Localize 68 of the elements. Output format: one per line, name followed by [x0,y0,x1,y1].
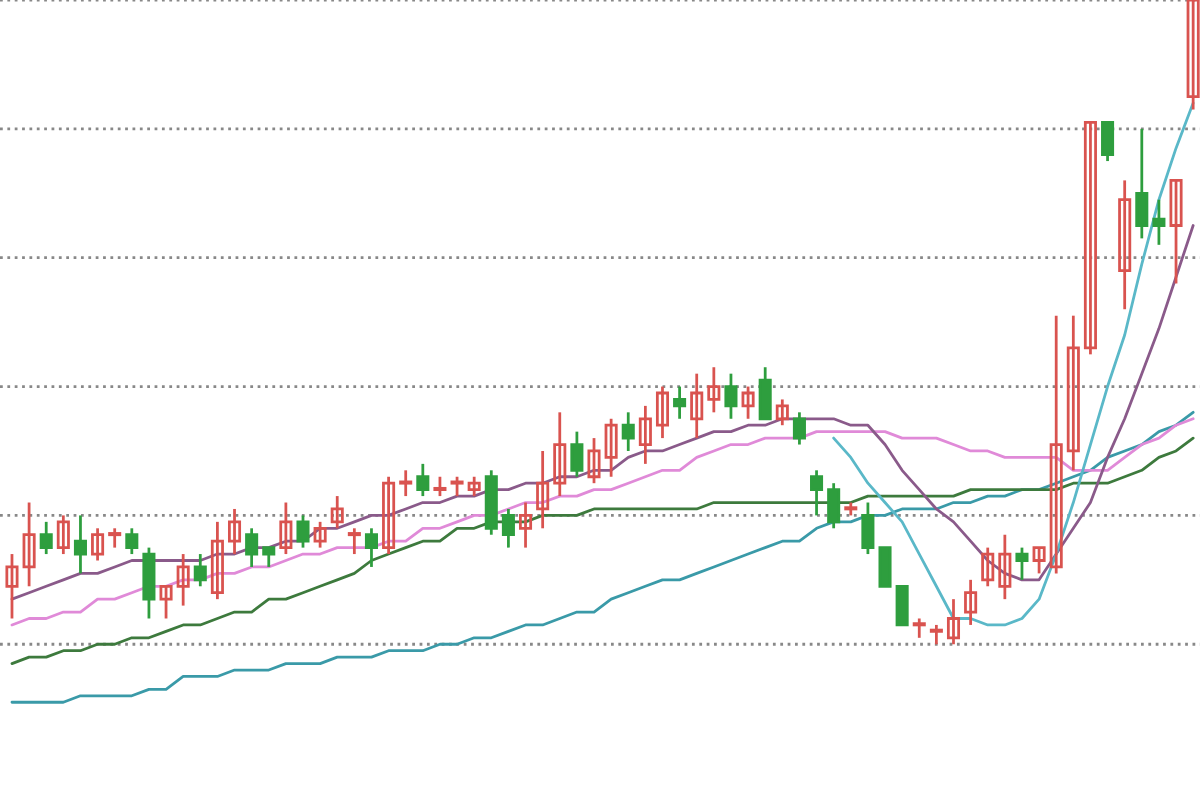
candlestick [673,385,687,421]
candlestick [382,475,396,556]
candlestick [176,552,190,607]
candlestick [878,546,892,588]
candlestick [296,514,310,550]
candlestick [1169,179,1183,285]
candlestick [741,385,755,421]
candlestick [347,526,361,556]
candlestick [501,507,515,550]
candlestick [981,546,995,588]
candlestick [262,546,276,569]
candlestick [125,526,139,556]
candlestick [810,468,824,517]
candlestick [1049,314,1063,575]
candlestick [39,520,53,556]
candlestick [467,475,481,498]
candlestick [1101,121,1115,163]
candlestick [519,501,533,550]
candlestick [638,404,652,466]
candlestick [450,475,464,498]
candlestick [364,526,378,569]
candlestick [792,410,806,446]
candlestick [399,468,413,498]
candlestick [655,385,670,440]
candlestick [1118,179,1132,311]
candlestick [604,417,618,479]
candlestick [758,365,772,421]
candlestick [279,501,293,556]
candlestick [433,475,447,498]
candlestick [91,526,105,562]
candlestick [108,526,122,550]
candlestick [861,501,875,556]
candlestick [313,520,327,550]
candlestick [56,514,70,556]
candlestick [998,533,1012,601]
candlestick [536,449,550,530]
candlestick [159,584,173,620]
candlestick [1066,314,1080,472]
candlestick [1083,121,1097,356]
candlestick [210,520,224,601]
candlestick [707,365,721,414]
candlestick [912,617,926,640]
candlestick [621,410,635,453]
candlestick [964,578,978,627]
candlestick [330,494,344,530]
candlestick [245,526,259,569]
candlestick [946,597,961,646]
candlestick [895,584,909,627]
candlestick [1152,198,1166,247]
candlestick [587,436,601,485]
candlestick [827,481,841,530]
candlestick [690,372,704,440]
candlestick [570,430,584,479]
candlestick [142,546,156,620]
candlestick [553,410,567,498]
candlestick [1135,127,1149,240]
candlestick [1186,0,1200,111]
candlestick [228,507,242,556]
candlestick [775,398,789,427]
candlestick [1032,546,1046,575]
candlestick [22,501,36,588]
candlestick [929,623,943,646]
candlestick [193,552,207,588]
candlestick [724,372,738,421]
candlestick [1015,546,1029,582]
candlestick [73,514,87,575]
candlestick [416,462,430,498]
candlestick [5,552,19,620]
